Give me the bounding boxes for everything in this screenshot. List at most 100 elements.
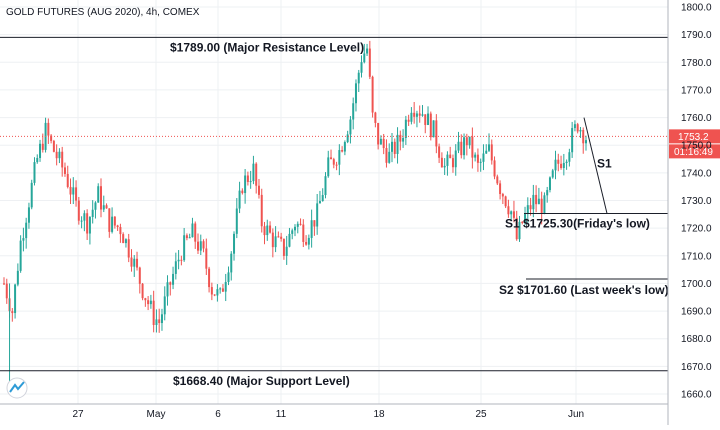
resistance-label: $1789.00 (Major Resistance Level) [170, 40, 364, 54]
candle-body [111, 216, 114, 232]
candle-body [349, 119, 352, 135]
candle-body [230, 253, 233, 273]
candle-body [485, 150, 488, 154]
candle-body [52, 140, 55, 152]
candle-body [27, 207, 30, 223]
candle-body [413, 112, 416, 117]
candle-body [280, 236, 283, 239]
candle-body [199, 241, 202, 251]
candle-body [438, 146, 441, 158]
candle-body [579, 129, 582, 132]
candle-body [476, 154, 479, 163]
candle-body [147, 300, 150, 305]
candle-body [310, 220, 313, 238]
candle-body [501, 194, 504, 197]
y-tick-label: 1750.0 [681, 141, 712, 152]
s1-label: S1 $1725.30(Friday's low) [505, 216, 650, 230]
candle-body [66, 173, 69, 187]
candle-body [249, 181, 252, 183]
candle-body [537, 198, 540, 205]
candle-body [39, 143, 42, 158]
grid [0, 0, 668, 404]
candle-body [33, 162, 36, 183]
y-tick-label: 1770.0 [681, 85, 712, 96]
candle-body [3, 283, 5, 285]
candle-body [185, 235, 188, 239]
projection-line [583, 117, 608, 214]
candle-body [427, 113, 430, 125]
candle-body [277, 236, 280, 238]
candle-body [233, 233, 236, 254]
candle-body [385, 148, 388, 163]
candle-body [91, 209, 94, 218]
candle-body [507, 206, 510, 215]
x-tick-label: 27 [72, 409, 84, 420]
candle-body [543, 195, 546, 214]
candle-body [535, 194, 538, 205]
candle-body [554, 159, 557, 171]
candle-body [63, 167, 66, 174]
candle-body [496, 176, 499, 184]
candle-body [160, 314, 163, 324]
candle-body [532, 194, 535, 210]
candle-body [529, 205, 532, 210]
candle-body [136, 258, 139, 268]
candle-body [158, 319, 161, 324]
candle-body [474, 154, 477, 158]
candle-body [144, 298, 147, 301]
candle-body [366, 48, 369, 54]
candle-body [169, 282, 172, 285]
candle-body [343, 142, 346, 152]
candle-body [440, 157, 443, 168]
candles [3, 40, 587, 392]
current-price-badge [669, 129, 720, 144]
candle-body [133, 258, 136, 267]
candle-body [266, 225, 269, 236]
candle-body [435, 120, 438, 147]
candle-body [346, 134, 349, 143]
candle-body [418, 113, 421, 116]
candle-body [210, 287, 213, 295]
x-tick-label: May [147, 409, 166, 420]
candle-body [510, 211, 513, 215]
candle-body [149, 300, 152, 305]
candle-body [463, 137, 466, 156]
candle-body [382, 138, 385, 149]
candle-body [100, 186, 102, 210]
candle-body [571, 128, 574, 153]
candle-body [446, 154, 449, 166]
candle-body [388, 151, 391, 163]
candle-body [113, 216, 116, 226]
candle-body [305, 241, 308, 245]
candle-body [86, 213, 89, 234]
y-tick-label: 1710.0 [681, 251, 712, 262]
candle-body [14, 284, 17, 314]
candle-body [47, 122, 50, 136]
chart-title: GOLD FUTURES (AUG 2020), 4h, COMEX [6, 7, 200, 18]
candle-body [163, 296, 166, 315]
candle-body [55, 151, 58, 159]
y-tick-label: 1690.0 [681, 307, 712, 318]
y-tick-label: 1670.0 [681, 362, 712, 373]
candle-body [263, 226, 266, 236]
candle-body [332, 159, 335, 165]
candle-body [490, 144, 493, 161]
candle-body [105, 205, 108, 209]
candle-body [191, 223, 194, 238]
candle-body [407, 119, 410, 122]
candle-body [205, 248, 208, 269]
candle-body [460, 141, 463, 156]
candle-body [521, 221, 524, 223]
candle-body [560, 163, 563, 168]
candle-body [219, 288, 222, 290]
candle-body [568, 152, 571, 162]
candle-body [399, 134, 402, 142]
y-tick-label: 1790.0 [681, 30, 712, 41]
y-tick-label: 1800.0 [681, 3, 712, 14]
candle-body [546, 190, 549, 196]
candle-body [371, 76, 374, 113]
candle-body [443, 165, 446, 168]
y-tick-label: 1680.0 [681, 334, 712, 345]
